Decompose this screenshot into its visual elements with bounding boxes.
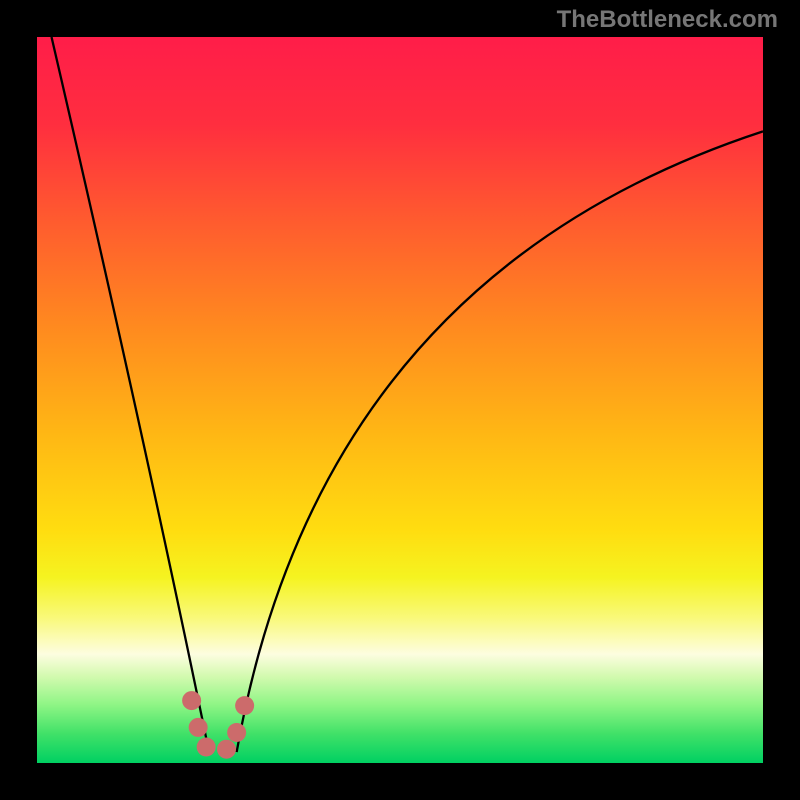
watermark-label: TheBottleneck.com [557,6,778,34]
curve-marker [189,718,208,737]
curve-marker [182,691,201,710]
gradient-background [37,37,763,763]
bottleneck-chart [37,37,763,763]
curve-marker [217,740,236,759]
chart-stage: TheBottleneck.com [0,0,800,800]
curve-marker [235,696,254,715]
curve-marker [197,738,216,757]
curve-marker [227,723,246,742]
